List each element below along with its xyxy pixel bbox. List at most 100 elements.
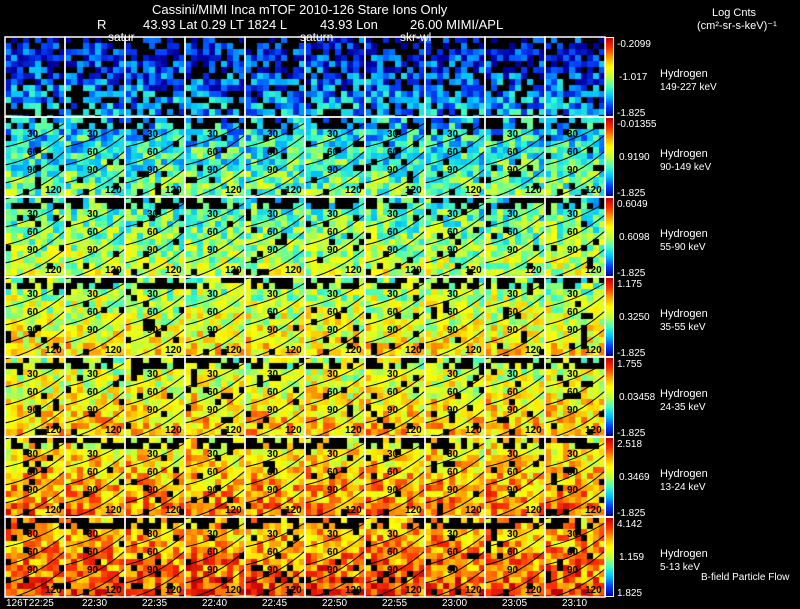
panel-frame <box>4 36 66 118</box>
contour-label: 90 <box>567 325 579 336</box>
pitch-angle-contour <box>64 122 126 148</box>
pitch-angle-contour <box>124 310 186 344</box>
contour-label: 90 <box>327 165 339 176</box>
contour-label: 60 <box>207 147 219 158</box>
contour-label: 120 <box>465 265 482 276</box>
pitch-angle-contour <box>4 362 66 388</box>
colorbar-mid: 0.3469 <box>619 472 650 483</box>
pitch-angle-contour <box>424 362 486 388</box>
contour-label: 120 <box>165 345 182 356</box>
pitch-angle-contour <box>424 122 486 148</box>
flag-label-saturn: saturn <box>300 30 334 44</box>
pitch-angle-contour <box>424 134 486 166</box>
pitch-angle-contour <box>184 150 246 184</box>
pitch-angle-contour <box>544 442 606 468</box>
contour-label: 30 <box>327 289 339 300</box>
contour-label: 120 <box>585 585 602 596</box>
contour-label: 60 <box>507 227 519 238</box>
pitch-angle-contour <box>184 134 246 166</box>
pitch-angle-contour <box>184 470 246 504</box>
contour-label: 30 <box>447 209 459 220</box>
pitch-angle-contour <box>364 374 426 406</box>
contour-label: 120 <box>165 185 182 196</box>
contour-label: 90 <box>27 405 39 416</box>
colorbar <box>605 517 614 597</box>
contour-label: 60 <box>327 467 339 478</box>
pitch-angle-contour <box>184 122 246 148</box>
contour-label: 90 <box>147 405 159 416</box>
contour-label: 60 <box>87 547 99 558</box>
pitch-angle-contour <box>304 550 366 584</box>
pitch-angle-contour <box>244 522 306 548</box>
contour-label: 120 <box>525 345 542 356</box>
contour-label: 30 <box>147 369 159 380</box>
colorbar-mid: -1.017 <box>619 72 648 83</box>
pitch-angle-contour <box>124 362 186 388</box>
contour-label: 90 <box>447 325 459 336</box>
contour-label: 30 <box>207 529 219 540</box>
contour-label: 120 <box>525 505 542 516</box>
contour-label: 30 <box>147 529 159 540</box>
contour-label: 90 <box>267 565 279 576</box>
pitch-angle-contour <box>4 282 66 308</box>
pitch-angle-contour <box>544 522 606 548</box>
pitch-angle-contour <box>184 310 246 344</box>
colorbar-max: -0.01355 <box>617 119 657 130</box>
pitch-angle-contour <box>364 202 426 228</box>
contour-label: 60 <box>447 227 459 238</box>
pitch-angle-contour <box>244 310 306 344</box>
pitch-angle-contour <box>64 230 126 264</box>
contour-label: 120 <box>405 585 422 596</box>
contour-label: 90 <box>147 485 159 496</box>
pitch-angle-contour <box>244 470 306 504</box>
contour-label: 60 <box>147 547 159 558</box>
pitch-angle-contour <box>244 282 306 308</box>
contour-label: 90 <box>507 165 519 176</box>
pitch-angle-contour <box>184 522 246 548</box>
contour-label: 60 <box>327 547 339 558</box>
contour-label: 90 <box>447 165 459 176</box>
r-label: R <box>97 17 107 32</box>
contour-label: 120 <box>285 185 302 196</box>
pitch-angle-contour <box>484 122 546 148</box>
contour-label: 60 <box>567 547 579 558</box>
contour-label: 90 <box>207 405 219 416</box>
pitch-angle-contour <box>544 470 606 504</box>
pitch-angle-contour <box>304 390 366 424</box>
pitch-angle-contour <box>544 534 606 566</box>
pitch-angle-contour <box>484 442 546 468</box>
contour-label: 60 <box>507 467 519 478</box>
pitch-angle-contour <box>484 150 546 184</box>
contour-label: 30 <box>327 129 339 140</box>
panel-frame <box>304 36 366 118</box>
pitch-angle-contour <box>544 550 606 584</box>
pitch-angle-contour <box>124 374 186 406</box>
pitch-angle-contour <box>484 310 546 344</box>
contour-label: 30 <box>267 289 279 300</box>
colorbar-mid: 0.03458 <box>619 392 656 403</box>
contour-label: 120 <box>285 265 302 276</box>
pitch-angle-contour <box>364 214 426 246</box>
pitch-angle-contour <box>424 214 486 246</box>
time-label: 22:50 <box>322 598 348 609</box>
contour-label: 30 <box>27 369 39 380</box>
colorbar-min: -1.825 <box>617 268 646 279</box>
contour-label: 30 <box>387 449 399 460</box>
pitch-angle-contour <box>544 374 606 406</box>
channel-species: Hydrogen <box>660 388 708 400</box>
pitch-angle-contour <box>4 230 66 264</box>
contour-label: 60 <box>327 227 339 238</box>
contour-label: 120 <box>525 585 542 596</box>
pitch-angle-contour <box>64 310 126 344</box>
contour-label: 60 <box>447 147 459 158</box>
contour-label: 120 <box>45 345 62 356</box>
contour-label: 90 <box>567 565 579 576</box>
pitch-angle-contour <box>4 294 66 326</box>
contour-label: 90 <box>507 485 519 496</box>
pitch-angle-contour <box>304 150 366 184</box>
contour-label: 30 <box>507 529 519 540</box>
pitch-angle-contour <box>244 230 306 264</box>
contour-label: 90 <box>147 165 159 176</box>
contour-label: 30 <box>567 369 579 380</box>
contour-label: 30 <box>567 209 579 220</box>
